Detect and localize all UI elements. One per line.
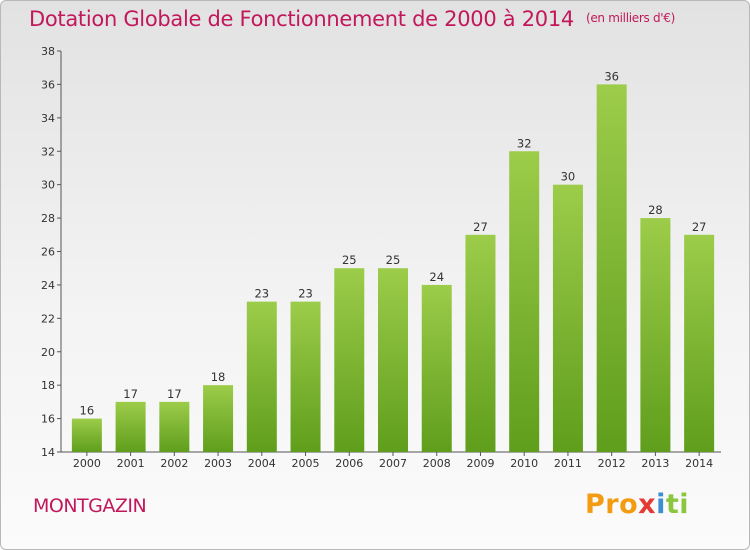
- y-tick-label: 34: [41, 112, 55, 125]
- bar-2009: [465, 234, 496, 452]
- bar-2014: [684, 234, 715, 452]
- bar-2010: [509, 151, 540, 452]
- y-tick-label: 22: [41, 312, 55, 325]
- bar-2001: [115, 401, 146, 452]
- y-tick-label: 38: [41, 45, 55, 58]
- y-tick-label: 32: [41, 145, 55, 158]
- chart-title-text: Dotation Globale de Fonctionnement de 20…: [29, 7, 574, 31]
- x-tick-label: 2001: [117, 457, 145, 470]
- y-tick-label: 14: [41, 446, 55, 459]
- bar-2006: [334, 268, 365, 452]
- y-tick-label: 36: [41, 78, 55, 91]
- bar-2000: [71, 418, 102, 452]
- chart-title: Dotation Globale de Fonctionnement de 20…: [29, 7, 675, 31]
- logo-part-1: Pro: [585, 489, 639, 520]
- bar-value-label: 18: [211, 370, 226, 384]
- x-tick-label: 2005: [292, 457, 320, 470]
- x-tick-label: 2000: [73, 457, 101, 470]
- bar-2005: [290, 301, 321, 452]
- bar-value-label: 27: [473, 220, 488, 234]
- logo-part-2: x: [638, 489, 657, 520]
- x-tick-label: 2007: [379, 457, 407, 470]
- y-tick-label: 28: [41, 212, 55, 225]
- x-tick-label: 2006: [335, 457, 363, 470]
- logo-part-4: ti: [665, 489, 690, 520]
- x-tick-label: 2010: [510, 457, 538, 470]
- x-tick-label: 2003: [204, 457, 232, 470]
- x-tick-label: 2002: [160, 457, 188, 470]
- proxiti-logo[interactable]: Proxiti: [585, 489, 689, 520]
- y-tick-label: 18: [41, 379, 55, 392]
- bar-value-label: 32: [517, 136, 532, 150]
- x-tick-label: 2014: [685, 457, 713, 470]
- bar-2011: [552, 184, 583, 452]
- bar-value-label: 27: [692, 220, 707, 234]
- bar-2012: [596, 84, 627, 453]
- bar-value-label: 16: [80, 404, 95, 418]
- y-tick-label: 24: [41, 279, 55, 292]
- logo-part-3: i: [656, 489, 666, 520]
- bar-value-label: 28: [648, 203, 663, 217]
- x-tick-label: 2004: [248, 457, 276, 470]
- bar-2008: [421, 284, 452, 452]
- bar-2003: [203, 385, 234, 452]
- bar-2007: [378, 268, 408, 452]
- bar-value-label: 30: [561, 170, 576, 184]
- bar-value-label: 25: [342, 253, 357, 267]
- x-tick-label: 2013: [641, 457, 669, 470]
- bar-value-label: 17: [167, 387, 182, 401]
- y-tick-label: 30: [41, 179, 55, 192]
- x-tick-label: 2008: [423, 457, 451, 470]
- x-tick-label: 2009: [466, 457, 494, 470]
- x-tick-label: 2011: [554, 457, 582, 470]
- y-tick-label: 20: [41, 346, 55, 359]
- bar-value-label: 23: [298, 287, 313, 301]
- x-tick-label: 2012: [598, 457, 626, 470]
- chart-unit: (en milliers d'€): [585, 11, 675, 25]
- bar-2002: [159, 401, 190, 452]
- bar-2004: [246, 301, 277, 452]
- bar-value-label: 25: [386, 253, 401, 267]
- bar-2013: [640, 218, 671, 452]
- bar-value-label: 17: [123, 387, 138, 401]
- bar-value-label: 24: [429, 270, 444, 284]
- y-tick-label: 26: [41, 246, 55, 259]
- y-tick-label: 16: [41, 413, 55, 426]
- bar-value-label: 23: [254, 287, 269, 301]
- commune-name: MONTGAZIN: [33, 495, 147, 517]
- bar-value-label: 36: [604, 69, 619, 83]
